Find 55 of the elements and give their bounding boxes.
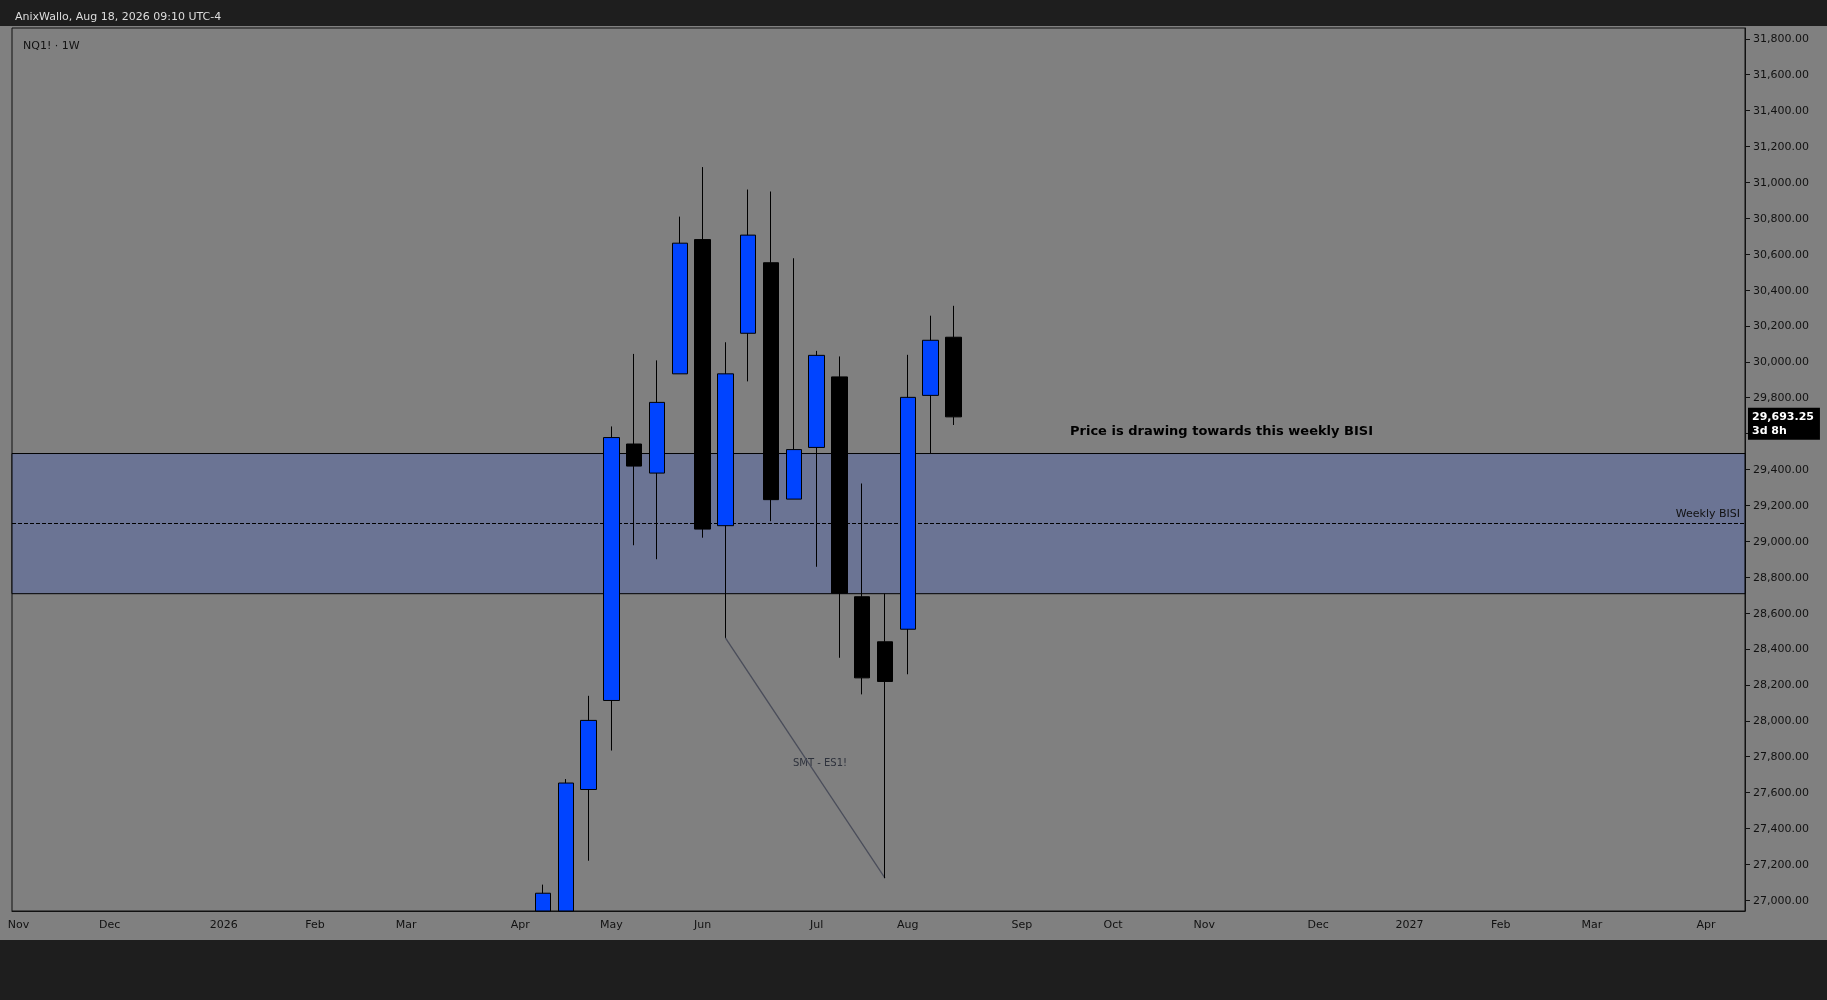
y-tick-label: 29,200.00: [1753, 498, 1809, 512]
y-tick-label: 31,800.00: [1753, 32, 1809, 46]
y-tick-label: 27,800.00: [1753, 750, 1809, 764]
y-tick-label: 28,000.00: [1753, 714, 1809, 728]
y-tick-label: 29,000.00: [1753, 534, 1809, 548]
x-tick-label: 2027: [1395, 918, 1424, 931]
x-tick-label: Mar: [395, 918, 418, 931]
x-tick-label: Dec: [99, 918, 121, 931]
y-tick-label: 28,400.00: [1753, 642, 1809, 656]
x-tick-label: Mar: [1581, 918, 1603, 931]
x-tick-label: Nov: [7, 918, 30, 931]
x-tick-label: Sep: [1011, 918, 1033, 931]
annotation: Price is drawing towards this weekly BISI: [1070, 423, 1373, 438]
y-tick-label: 28,600.00: [1753, 606, 1809, 620]
y-tick-label: 31,600.00: [1753, 68, 1809, 82]
text: 3d 8h: [1752, 424, 1787, 438]
chart-title: AnixWallo, Aug 18, 2026 09:10 UTC-4: [15, 10, 222, 23]
x-tick-label: Apr: [510, 918, 531, 931]
y-tick-label: 27,200.00: [1753, 857, 1809, 871]
text: 29,693.25: [1752, 410, 1814, 424]
x-tick-label: May: [600, 918, 624, 931]
y-tick-label: 27,600.00: [1753, 786, 1809, 800]
ref-line-label: Weekly BISI: [1675, 506, 1740, 520]
y-tick-label: 29,400.00: [1753, 463, 1809, 476]
x-tick-label: 2026: [209, 918, 238, 931]
y-tick-label: 30,200.00: [1753, 319, 1809, 333]
y-tick-label: 30,600.00: [1753, 247, 1809, 261]
candlestick: [945, 305, 962, 426]
y-tick-label: 31,400.00: [1753, 104, 1809, 118]
x-tick-label: Feb: [1490, 918, 1511, 931]
x-tick-label: Nov: [1193, 918, 1216, 931]
candlestick: [535, 884, 551, 912]
candlestick: [580, 695, 597, 862]
y-tick-label: 28,800.00: [1753, 570, 1809, 584]
x-tick-label: Jun: [693, 918, 712, 931]
candlestick: [672, 216, 688, 375]
x-tick-label: Dec: [1307, 918, 1329, 931]
candlestick: [558, 778, 574, 912]
x-tick-label: Feb: [305, 918, 325, 931]
x-tick-label: Oct: [1103, 918, 1124, 931]
y-tick-label: 28,200.00: [1753, 678, 1809, 692]
y-tick-label: 27,400.00: [1753, 821, 1809, 835]
y-tick-label: 30,800.00: [1753, 211, 1809, 225]
annotation: SMT - ES1!: [793, 756, 848, 768]
candlestick: [740, 189, 756, 382]
y-tick-label: 27,000.00: [1753, 893, 1809, 907]
x-tick-label: Aug: [897, 918, 919, 931]
text: NQ1! · 1W: [23, 39, 80, 52]
y-tick-label: 31,000.00: [1753, 175, 1809, 189]
x-tick-label: Jul: [808, 918, 824, 931]
y-tick-label: 30,000.00: [1753, 355, 1809, 369]
y-tick-label: 31,200.00: [1753, 139, 1809, 153]
y-tick-label: 29,800.00: [1753, 391, 1809, 405]
x-tick-label: Apr: [1696, 918, 1716, 931]
y-tick-label: 30,400.00: [1753, 283, 1809, 297]
